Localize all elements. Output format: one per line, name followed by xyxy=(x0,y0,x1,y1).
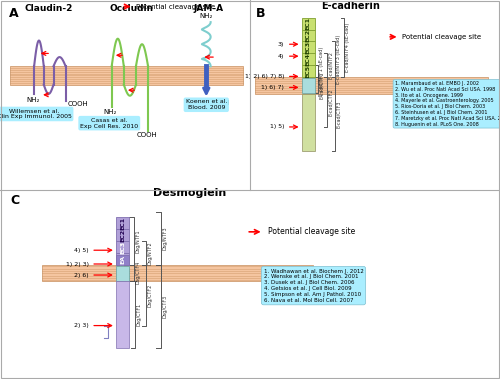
Text: Potential cleavage site: Potential cleavage site xyxy=(136,3,215,9)
Bar xyxy=(116,282,130,348)
Text: 1. Wadhawan et al. Biochem J. 2012
2. Wenske et al. J Biol Chem. 2001
3. Dusek e: 1. Wadhawan et al. Biochem J. 2012 2. We… xyxy=(264,269,364,302)
Bar xyxy=(302,78,315,93)
Text: COOH: COOH xyxy=(136,133,157,138)
Text: E-cad/CTF2: E-cad/CTF2 xyxy=(328,88,332,116)
Text: Potential cleavage site: Potential cleavage site xyxy=(402,34,481,40)
Text: 4) 5): 4) 5) xyxy=(74,248,88,253)
Text: EC2: EC2 xyxy=(306,29,310,42)
Bar xyxy=(116,229,130,241)
Bar xyxy=(302,94,315,151)
Text: E-cad/CTF3: E-cad/CTF3 xyxy=(336,100,342,128)
Text: JAM-A: JAM-A xyxy=(194,4,224,13)
Text: 3): 3) xyxy=(278,42,284,47)
Text: COOH: COOH xyxy=(209,100,230,106)
Text: 1) 6) 7): 1) 6) 7) xyxy=(262,85,284,90)
Text: B: B xyxy=(256,6,266,20)
Text: Claudin-2: Claudin-2 xyxy=(24,4,73,13)
Text: EC3: EC3 xyxy=(120,240,125,254)
Bar xyxy=(302,53,315,65)
Text: 4): 4) xyxy=(278,54,284,59)
Text: Dsg/NTF2: Dsg/NTF2 xyxy=(148,241,152,265)
Bar xyxy=(10,66,242,85)
Text: A: A xyxy=(8,6,18,20)
Text: Casas et al.
Exp Cell Res. 2010: Casas et al. Exp Cell Res. 2010 xyxy=(80,118,138,128)
Text: Dsg/CTF2: Dsg/CTF2 xyxy=(148,283,152,307)
Text: EC1: EC1 xyxy=(120,216,125,230)
Text: E-cad/NTF3 (sE-cad): E-cad/NTF3 (sE-cad) xyxy=(336,35,342,84)
Text: EC3: EC3 xyxy=(306,41,310,54)
Text: Potential cleavage site: Potential cleavage site xyxy=(268,227,356,236)
Text: Willemsen et al.
Clin Exp Immunol. 2005: Willemsen et al. Clin Exp Immunol. 2005 xyxy=(0,108,72,119)
Text: Dsg/CTF1: Dsg/CTF1 xyxy=(136,302,141,326)
Text: 1) 2) 3): 1) 2) 3) xyxy=(66,262,88,266)
Text: E-cad/NTF4 (sE-cad): E-cad/NTF4 (sE-cad) xyxy=(345,23,350,72)
Bar xyxy=(116,255,130,265)
Text: EC4: EC4 xyxy=(120,252,125,266)
Bar xyxy=(255,77,488,94)
Text: E-cad/NTF1 (sE-cad): E-cad/NTF1 (sE-cad) xyxy=(319,47,324,96)
Bar xyxy=(302,65,315,77)
Text: Dsg/CTF3: Dsg/CTF3 xyxy=(162,294,167,318)
Text: Koenen et al.
Blood. 2009: Koenen et al. Blood. 2009 xyxy=(186,99,227,110)
Text: NH₂: NH₂ xyxy=(26,97,40,103)
Text: COOH: COOH xyxy=(68,101,89,107)
Text: 1) 5): 1) 5) xyxy=(270,124,284,130)
Text: 1) 2) 6) 7) 8): 1) 2) 6) 7) 8) xyxy=(245,74,284,79)
Bar xyxy=(116,241,130,253)
Text: EC1: EC1 xyxy=(306,17,310,30)
Text: Dsg/NTF1: Dsg/NTF1 xyxy=(135,229,140,253)
Text: E-cad/CTF1: E-cad/CTF1 xyxy=(319,71,324,99)
Text: E-cad/NTF2: E-cad/NTF2 xyxy=(328,52,332,79)
Text: NH₂: NH₂ xyxy=(200,13,213,19)
Bar xyxy=(302,17,315,30)
Text: EC5: EC5 xyxy=(306,65,310,78)
Text: 2) 3): 2) 3) xyxy=(74,323,88,328)
Text: Desmoglein: Desmoglein xyxy=(153,188,226,198)
Text: 2) 6): 2) 6) xyxy=(74,273,88,277)
Bar xyxy=(116,217,130,229)
Text: EA: EA xyxy=(120,255,125,265)
Text: EC4: EC4 xyxy=(306,53,310,66)
Text: NH₂: NH₂ xyxy=(104,108,117,114)
Text: EC2: EC2 xyxy=(120,229,125,242)
Text: Dsg/NTF3: Dsg/NTF3 xyxy=(162,227,167,250)
Text: Occludin: Occludin xyxy=(109,4,153,13)
Bar xyxy=(302,30,315,41)
Text: E-cadherin: E-cadherin xyxy=(321,1,380,11)
Bar xyxy=(302,41,315,53)
Text: 1. Marambaud et al. EMBO J. 2002
2. Wu et al. Proc Natl Acad Sci USA. 1998
3. It: 1. Marambaud et al. EMBO J. 2002 2. Wu e… xyxy=(394,81,500,127)
Text: Dsg/CTF4: Dsg/CTF4 xyxy=(135,261,140,284)
Bar xyxy=(116,253,130,265)
Bar xyxy=(116,266,130,280)
Text: C: C xyxy=(10,194,19,207)
Bar xyxy=(42,265,313,282)
